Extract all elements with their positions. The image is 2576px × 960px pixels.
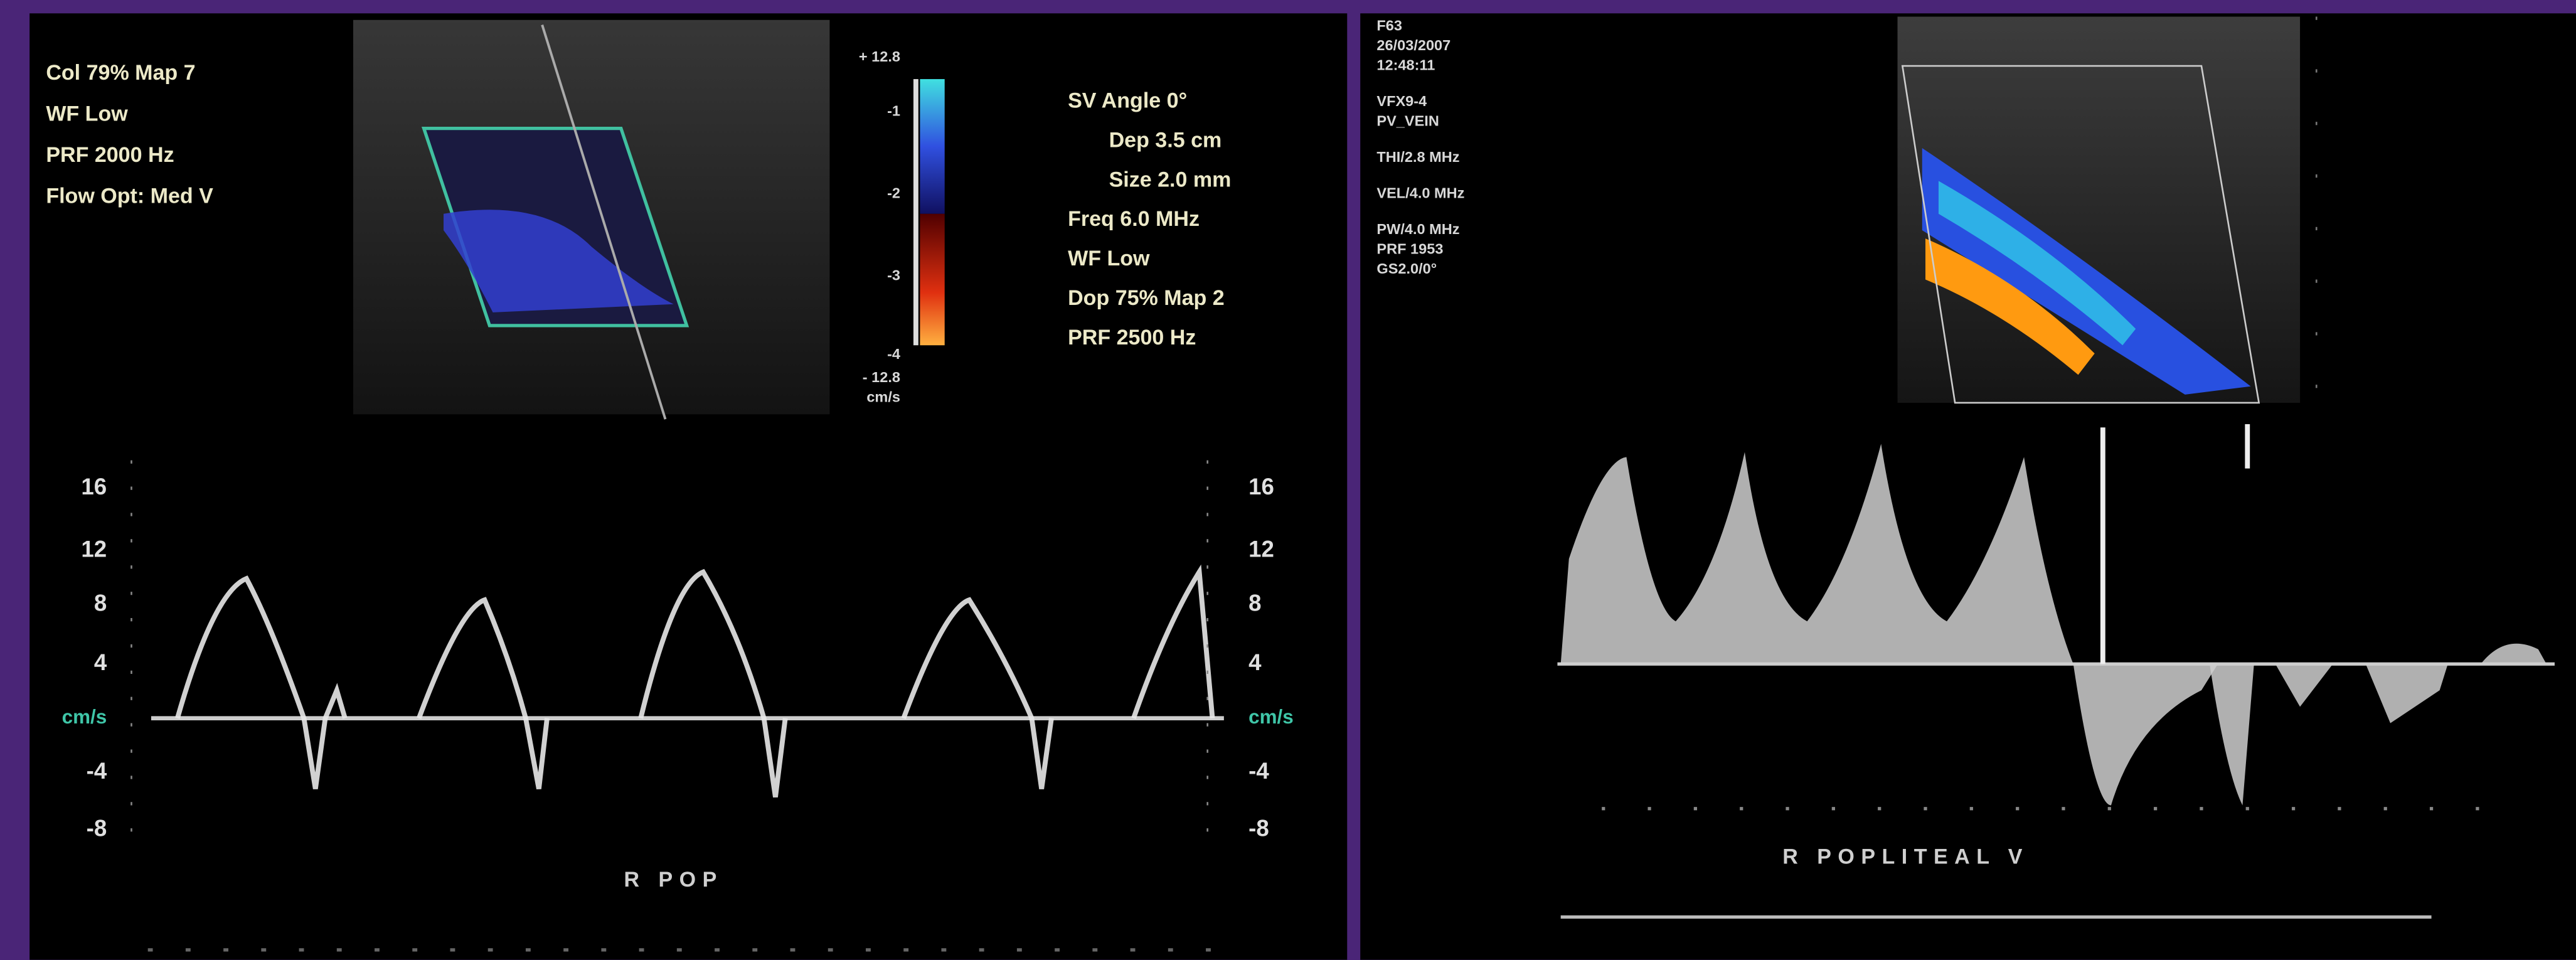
- page: { "left_panel": { "color_settings": ["Co…: [0, 0, 2576, 960]
- scan-info: 12:48:11: [1376, 56, 1435, 73]
- trace-label: R POPLITEAL V: [1782, 845, 2029, 868]
- doppler-setting: Dop 75% Map 2: [1068, 286, 1225, 310]
- doppler-setting: Size 2.0 mm: [1109, 168, 1232, 191]
- color-bar: [913, 79, 945, 345]
- axis-label: 16: [1248, 474, 1274, 499]
- trace-label: R POP: [624, 868, 723, 892]
- scan-info: VFX9-4: [1376, 93, 1427, 109]
- color-scale-label: -4: [887, 346, 900, 362]
- doppler-setting: WF Low: [1068, 247, 1150, 270]
- scan-info: GS2.0/0°: [1376, 260, 1437, 277]
- color-setting: Flow Opt: Med V: [46, 184, 213, 208]
- scan-info: PV_VEIN: [1376, 112, 1439, 129]
- scan-info: 26/03/2007: [1376, 37, 1450, 53]
- axis-label: -8: [1248, 815, 1269, 841]
- right-bmode-image: [1898, 17, 2301, 403]
- scan-info: PW/4.0 MHz: [1376, 221, 1459, 237]
- color-scale-label: -3: [887, 267, 900, 284]
- axis-label: 8: [94, 590, 107, 616]
- doppler-setting: Dep 3.5 cm: [1109, 129, 1222, 152]
- color-scale-label: - 12.8: [863, 369, 900, 385]
- ultrasound-composite: Col 79% Map 7 WF Low PRF 2000 Hz Flow Opt: …: [0, 0, 2576, 960]
- color-scale-label: -1: [887, 103, 900, 119]
- axis-label: cm/s: [1248, 706, 1294, 728]
- axis-label: -8: [87, 815, 107, 841]
- scan-info: THI/2.8 MHz: [1376, 149, 1459, 165]
- scan-info: F63: [1376, 17, 1402, 33]
- axis-label: 4: [94, 649, 107, 675]
- axis-label: cm/s: [62, 706, 107, 728]
- color-scale-label: -2: [887, 185, 900, 201]
- color-setting: WF Low: [46, 102, 128, 126]
- left-bmode-image: [353, 20, 829, 419]
- axis-label: 16: [81, 474, 107, 499]
- axis-label: 12: [1248, 536, 1274, 562]
- axis-label: -4: [87, 758, 107, 784]
- axis-label: 8: [1248, 590, 1261, 616]
- doppler-setting: Freq 6.0 MHz: [1068, 207, 1200, 231]
- axis-label: 4: [1248, 649, 1262, 675]
- axis-label: 12: [81, 536, 107, 562]
- scan-info: VEL/4.0 MHz: [1376, 185, 1464, 201]
- color-setting: PRF 2000 Hz: [46, 143, 174, 167]
- color-scale-label: cm/s: [866, 388, 900, 405]
- color-scale-label: + 12.8: [859, 48, 900, 65]
- scan-info: PRF 1953: [1376, 241, 1443, 257]
- doppler-setting: PRF 2500 Hz: [1068, 326, 1196, 349]
- axis-label: -4: [1248, 758, 1269, 784]
- doppler-setting: SV Angle 0°: [1068, 89, 1187, 113]
- color-setting: Col 79% Map 7: [46, 61, 195, 85]
